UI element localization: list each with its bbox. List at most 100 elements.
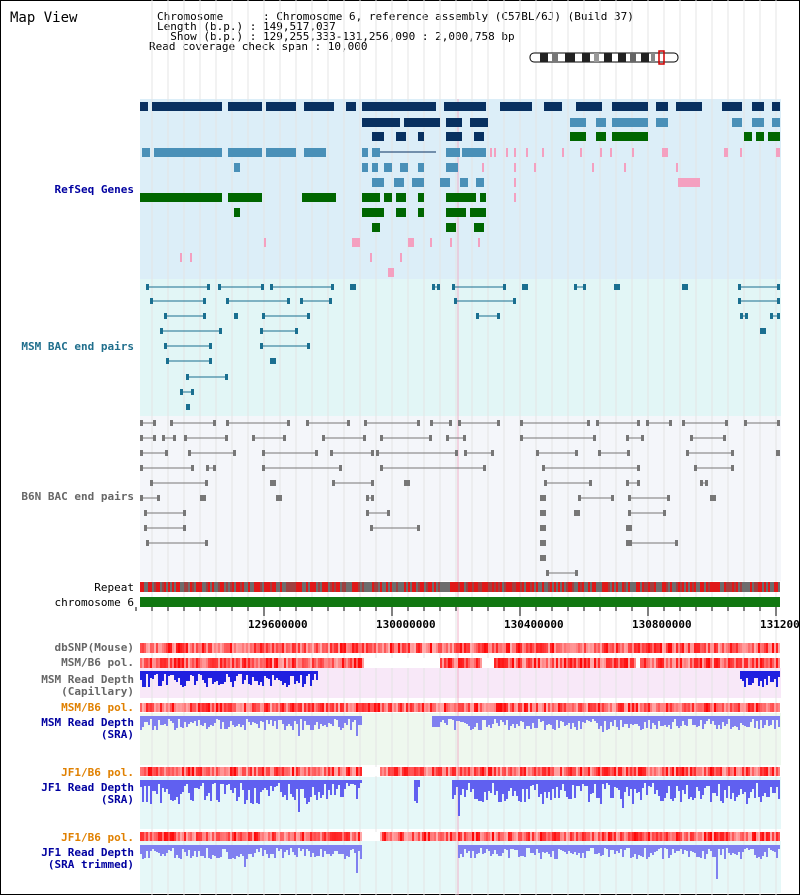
msm-depth-cap-bar [304,671,306,684]
repeat-segment [502,582,504,592]
refseq-gene [676,102,702,111]
repeat-segment [406,582,408,592]
msm-b6-pol-2-heat [532,703,534,712]
msm-b6-pol-2-heat [302,703,304,712]
msm-depth-sra-bar [594,716,596,721]
jf1-b6-pol-heat [618,767,620,776]
repeat-segment [348,582,350,592]
msm-b6-pol-heat [298,658,300,668]
msm-depth-sra-bar [570,716,572,729]
b6n-bac-pair [364,420,367,426]
track-label-msm-depth-cap[interactable]: MSM Read Depth (Capillary) [41,673,134,698]
jf1-b6-pol-heat [540,767,542,776]
b6n-bac-pair [540,555,543,561]
jf1-depth-trim-bar [550,845,552,857]
jf1-depth-sra-bar [142,780,144,802]
jf1-depth-trim-bar [320,845,322,849]
dbsnp-heat [576,643,578,653]
msm-depth-cap-bar [196,671,198,681]
msm-b6-pol-heat [312,658,314,668]
msm-b6-pol-heat [582,658,584,668]
msm-b6-pol-2-heat [448,703,450,712]
msm-b6-pol-heat [172,658,174,668]
msm-b6-pol-heat [368,658,370,668]
msm-bac-pair [273,358,276,364]
msm-depth-sra-bar [466,716,468,724]
b6n-bac-pair [731,450,734,456]
jf1-depth-sra-bar [658,780,660,796]
b6n-bac-pair [628,540,631,546]
track-label-msm-depth-sra[interactable]: MSM Read Depth (SRA) [41,716,134,741]
track-label-jf1-b6-pol-2[interactable]: JF1/B6 pol. [61,831,134,844]
msm-depth-sra-bar [306,716,308,725]
msm-depth-cap-bar [180,671,182,685]
jf1-depth-sra-bar [692,780,694,800]
jf1-b6-pol-2-heat [518,832,520,841]
msm-b6-pol-2-heat [570,703,572,712]
jf1-b6-pol-2-heat [254,832,256,841]
jf1-b6-pol-heat [426,767,428,776]
track-label-msm-bac[interactable]: MSM BAC end pairs [21,340,134,353]
b6n-bac-pair [173,435,176,441]
dbsnp-heat [626,643,628,653]
msm-b6-pol-heat [142,658,144,668]
jf1-depth-trim-bar [584,845,586,858]
track-label-jf1-b6-pol[interactable]: JF1/B6 pol. [61,766,134,779]
dbsnp-heat [580,643,582,653]
jf1-depth-trim-bar [766,845,768,857]
jf1-b6-pol-2-heat [744,832,746,841]
track-label-jf1-depth-trim[interactable]: JF1 Read Depth (SRA trimmed) [41,846,134,871]
jf1-b6-pol-2-heat [598,832,600,841]
track-label-msm-b6-pol-2[interactable]: MSM/B6 pol. [61,701,134,714]
jf1-b6-pol-heat [268,767,270,776]
track-label-msm-b6-pol[interactable]: MSM/B6 pol. [61,656,134,669]
b6n-bac-pair [540,540,543,546]
track-label-jf1-depth-sra[interactable]: JF1 Read Depth (SRA) [41,781,134,806]
repeat-segment [248,582,250,592]
dbsnp-heat [332,643,334,653]
repeat-segment [694,582,696,592]
jf1-b6-pol-heat [516,767,518,776]
repeat-segment [738,582,740,592]
jf1-b6-pol-2-heat [338,832,340,841]
track-label-b6n-bac[interactable]: B6N BAC end pairs [21,490,134,503]
jf1-depth-sra-bar [606,780,608,783]
msm-depth-sra-bar [202,716,204,726]
jf1-b6-pol-heat [368,767,370,776]
jf1-depth-trim-bar [578,845,580,853]
dbsnp-heat [426,643,428,653]
msm-b6-pol-heat [634,658,636,668]
track-label-dbsnp[interactable]: dbSNP(Mouse) [54,641,134,654]
jf1-b6-pol-2-heat [630,832,632,841]
msm-depth-sra-bar [350,716,352,730]
msm-b6-pol-2-heat [596,703,598,712]
msm-b6-pol-heat [658,658,660,668]
repeat-segment [444,582,446,592]
jf1-b6-pol-2-heat [174,832,176,841]
msm-depth-sra-bar [446,716,448,725]
msm-b6-pol-2-heat [276,703,278,712]
msm-depth-cap-bar [170,671,172,675]
msm-bac-pair [209,358,212,364]
msm-b6-pol-2-heat [202,703,204,712]
jf1-depth-trim-bar [350,845,352,850]
jf1-b6-pol-2-heat [320,832,322,841]
jf1-depth-sra-bar [728,780,730,786]
jf1-b6-pol-heat [776,767,778,776]
jf1-b6-pol-2-heat [264,832,266,841]
msm-depth-sra-bar [178,716,180,719]
axis-tick-label: 130400000 [504,618,564,631]
b6n-bac-pair [520,420,523,426]
msm-b6-pol-2-heat [496,703,498,712]
jf1-b6-pol-2-heat [402,832,404,841]
msm-b6-pol-heat [356,658,358,668]
jf1-b6-pol-heat [196,767,198,776]
refseq-gene [514,178,516,187]
refseq-gene [576,102,602,111]
msm-depth-cap-bar [156,671,158,674]
msm-depth-sra-bar [558,716,560,728]
msm-depth-sra-bar [536,716,538,728]
track-label-refseq[interactable]: RefSeq Genes [54,183,134,196]
jf1-depth-sra-bar [636,780,638,793]
